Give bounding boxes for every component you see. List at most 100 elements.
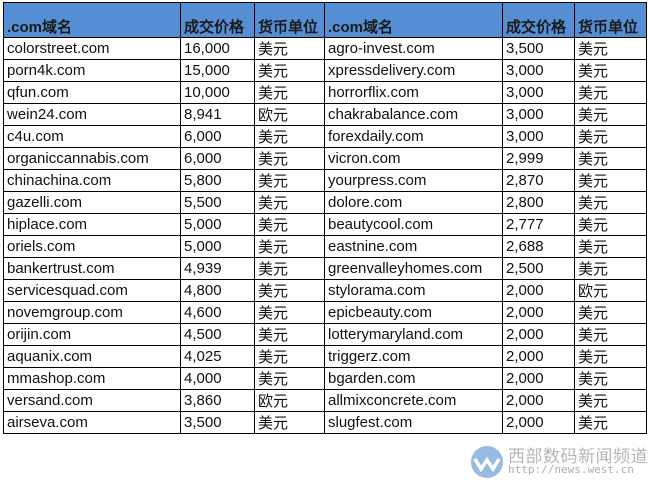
left-price-cell: 10,000 [180,81,255,104]
right-domain-cell: bgarden.com [324,367,503,390]
domain-sales-table: .com域名 成交价格 货币单位 .com域名 成交价格 货币单位 colorstreet… [3,2,647,434]
left-currency-cell: 欧元 [254,103,325,126]
header-row: .com域名 成交价格 货币单位 .com域名 成交价格 货币单位 [3,2,647,38]
right-currency-cell: 美元 [574,191,647,214]
left-currency-cell: 美元 [254,125,325,148]
left-price-cell: 5,000 [180,213,255,236]
right-currency-cell: 美元 [574,235,647,258]
right-domain-cell: stylorama.com [324,279,503,302]
right-price-cell: 3,000 [502,125,575,148]
right-price-cell: 3,000 [502,103,575,126]
table-row: mmashop.com 4,000 美元 bgarden.com 2,000 美元 [3,367,647,390]
left-currency-cell: 美元 [254,323,325,346]
right-price-cell: 2,777 [502,213,575,236]
right-domain-cell: yourpress.com [324,169,503,192]
left-currency-cell: 美元 [254,411,325,434]
left-currency-cell: 美元 [254,169,325,192]
left-domain-cell: bankertrust.com [3,257,181,280]
right-price-cell: 3,500 [502,37,575,60]
left-domain-cell: organiccannabis.com [3,147,181,170]
table-row: airseva.com 3,500 美元 slugfest.com 2,000 美元 [3,411,647,434]
right-price-cell: 2,000 [502,411,575,434]
right-currency-cell: 美元 [574,411,647,434]
header-right-price: 成交价格 [502,2,575,38]
right-price-cell: 2,000 [502,389,575,412]
right-currency-cell: 美元 [574,147,647,170]
right-price-cell: 3,000 [502,81,575,104]
table-row: novemgroup.com 4,600 美元 epicbeauty.com 2,000… [3,301,647,324]
left-domain-cell: airseva.com [3,411,181,434]
left-domain-cell: colorstreet.com [3,37,181,60]
table-row: aquanix.com 4,025 美元 triggerz.com 2,000 美元 [3,345,647,368]
header-left-domain: .com域名 [3,2,181,38]
table-row: c4u.com 6,000 美元 forexdaily.com 3,000 美元 [3,125,647,148]
left-currency-cell: 美元 [254,279,325,302]
left-currency-cell: 欧元 [254,389,325,412]
right-price-cell: 2,000 [502,367,575,390]
right-domain-cell: beautycool.com [324,213,503,236]
right-domain-cell: agro-invest.com [324,37,503,60]
right-domain-cell: horrorflix.com [324,81,503,104]
right-currency-cell: 美元 [574,389,647,412]
right-domain-cell: allmixconcrete.com [324,389,503,412]
left-currency-cell: 美元 [254,147,325,170]
table-row: versand.com 3,860 欧元 allmixconcrete.com 2,00… [3,389,647,412]
right-domain-cell: greenvalleyhomes.com [324,257,503,280]
left-domain-cell: orijin.com [3,323,181,346]
right-currency-cell: 美元 [574,367,647,390]
left-price-cell: 3,860 [180,389,255,412]
right-price-cell: 3,000 [502,59,575,82]
right-currency-cell: 美元 [574,103,647,126]
left-domain-cell: gazelli.com [3,191,181,214]
table-row: wein24.com 8,941 欧元 chakrabalance.com 3,000 美… [3,103,647,126]
right-currency-cell: 美元 [574,323,647,346]
right-currency-cell: 美元 [574,125,647,148]
table-row: colorstreet.com 16,000 美元 agro-invest.com 3,… [3,37,647,60]
left-domain-cell: mmashop.com [3,367,181,390]
west-logo-icon [471,446,503,478]
table-row: qfun.com 10,000 美元 horrorflix.com 3,000 美元 [3,81,647,104]
left-domain-cell: oriels.com [3,235,181,258]
right-price-cell: 2,000 [502,345,575,368]
right-currency-cell: 美元 [574,301,647,324]
header-left-currency: 货币单位 [254,2,325,38]
right-price-cell: 2,000 [502,301,575,324]
left-currency-cell: 美元 [254,345,325,368]
left-currency-cell: 美元 [254,235,325,258]
table-row: servicesquad.com 4,800 美元 stylorama.com 2,00… [3,279,647,302]
right-price-cell: 2,870 [502,169,575,192]
left-price-cell: 4,000 [180,367,255,390]
left-price-cell: 4,600 [180,301,255,324]
right-price-cell: 2,500 [502,257,575,280]
right-domain-cell: forexdaily.com [324,125,503,148]
left-domain-cell: porn4k.com [3,59,181,82]
right-price-cell: 2,800 [502,191,575,214]
right-currency-cell: 美元 [574,59,647,82]
right-price-cell: 2,000 [502,279,575,302]
left-currency-cell: 美元 [254,301,325,324]
right-domain-cell: xpressdelivery.com [324,59,503,82]
right-domain-cell: epicbeauty.com [324,301,503,324]
right-domain-cell: vicron.com [324,147,503,170]
table-row: orijin.com 4,500 美元 lotterymaryland.com 2,00… [3,323,647,346]
right-domain-cell: triggerz.com [324,345,503,368]
left-price-cell: 5,000 [180,235,255,258]
left-price-cell: 4,025 [180,345,255,368]
right-domain-cell: lotterymaryland.com [324,323,503,346]
table-row: oriels.com 5,000 美元 eastnine.com 2,688 美元 [3,235,647,258]
left-price-cell: 6,000 [180,125,255,148]
left-currency-cell: 美元 [254,37,325,60]
right-domain-cell: slugfest.com [324,411,503,434]
right-domain-cell: eastnine.com [324,235,503,258]
right-currency-cell: 美元 [574,169,647,192]
left-domain-cell: chinachina.com [3,169,181,192]
right-price-cell: 2,999 [502,147,575,170]
left-domain-cell: servicesquad.com [3,279,181,302]
left-price-cell: 5,800 [180,169,255,192]
right-currency-cell: 欧元 [574,279,647,302]
right-currency-cell: 美元 [574,81,647,104]
left-currency-cell: 美元 [254,257,325,280]
table-row: gazelli.com 5,500 美元 dolore.com 2,800 美元 [3,191,647,214]
left-domain-cell: hiplace.com [3,213,181,236]
left-domain-cell: wein24.com [3,103,181,126]
